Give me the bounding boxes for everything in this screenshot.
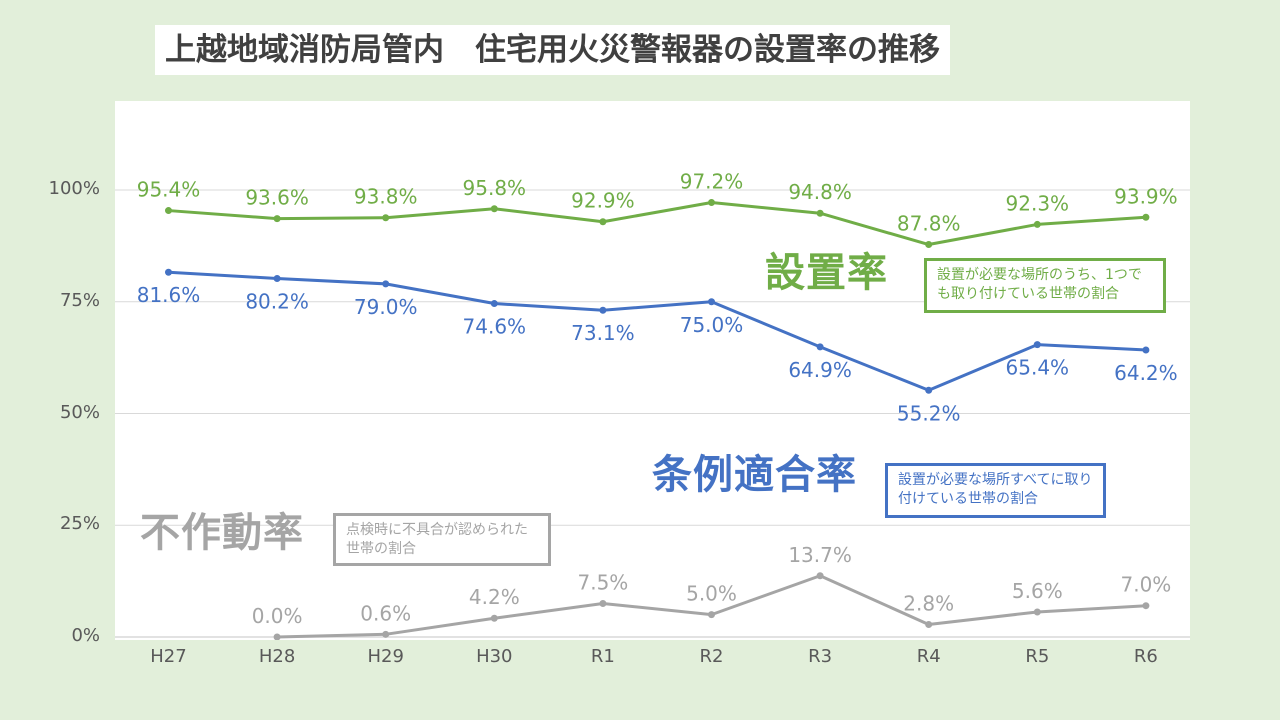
data-label: 0.0% [252, 604, 303, 628]
data-point [490, 300, 498, 308]
data-label: 97.2% [680, 170, 744, 194]
data-label: 93.9% [1114, 184, 1178, 208]
data-label: 93.6% [245, 186, 309, 210]
data-label: 64.2% [1114, 361, 1178, 385]
chart-panel: 95.4% 93.6% 93.8% 95.8% 92.9% 97.2% 94.8% 87.8%… [115, 101, 1190, 640]
y-tick-label: 75% [59, 289, 100, 311]
data-point [816, 209, 824, 217]
compliance-rate-note: 設置が必要な場所すべてに取り付けている世帯の割合 [885, 463, 1106, 518]
data-point [708, 199, 715, 207]
data-point [925, 620, 933, 628]
data-point [382, 280, 390, 288]
data-point [1033, 220, 1041, 228]
data-label: 94.8% [788, 180, 852, 204]
x-tick-label: R1 [590, 646, 615, 667]
install-rate-note: 設置が必要な場所のうち、1つでも取り付けている世帯の割合 [924, 258, 1166, 313]
data-label: 55.2% [897, 401, 961, 425]
data-point [599, 306, 607, 314]
data-label: 0.6% [360, 601, 411, 625]
data-label: 80.2% [245, 290, 309, 314]
series-line [168, 270, 1146, 392]
series-line [168, 201, 1146, 247]
data-label: 73.1% [571, 321, 635, 345]
x-tick-label: R3 [808, 646, 833, 667]
data-label: 79.0% [354, 295, 418, 319]
data-label: 95.8% [463, 176, 527, 200]
data-label: 2.8% [903, 591, 954, 615]
data-point [599, 599, 607, 607]
data-point [1142, 346, 1150, 354]
line-chart: 95.4% 93.6% 93.8% 95.8% 92.9% 97.2% 94.8% 87.8%… [115, 170, 1190, 640]
data-point [490, 205, 498, 213]
data-label: 5.0% [686, 582, 737, 606]
data-point [1142, 213, 1150, 221]
data-point [273, 275, 281, 283]
data-label: 7.0% [1120, 573, 1171, 597]
y-tick-label: 0% [71, 625, 100, 646]
data-label: 7.5% [577, 570, 628, 594]
data-label: 95.4% [137, 178, 201, 202]
install-rate-label: 設置率 [765, 250, 888, 296]
x-tick-label: R6 [1133, 646, 1158, 667]
data-point [165, 207, 172, 215]
data-point [925, 386, 933, 394]
data-label: 4.2% [469, 585, 520, 609]
data-label: 87.8% [897, 212, 961, 236]
data-point [816, 572, 824, 580]
x-tick-label: R2 [699, 646, 724, 667]
x-tick-label: H29 [367, 646, 404, 667]
malfunction-rate-label: 不作動率 [140, 510, 304, 556]
y-tick-label: 25% [59, 513, 100, 535]
malfunction-rate-note: 点検時に不具合が認められた世帯の割合 [333, 513, 551, 566]
data-label: 92.9% [571, 189, 635, 213]
y-tick-label: 100% [48, 178, 100, 199]
data-label: 13.7% [788, 543, 852, 567]
data-label: 75.0% [680, 313, 744, 337]
x-tick-label: R4 [916, 646, 941, 667]
data-point [708, 611, 715, 619]
data-label: 92.3% [1006, 191, 1070, 215]
data-label: 74.6% [463, 315, 527, 339]
compliance-rate-label: 条例適合率 [652, 452, 857, 498]
data-point [599, 218, 607, 226]
data-point [1033, 608, 1041, 616]
data-point [382, 214, 390, 222]
data-label: 64.9% [788, 358, 852, 382]
data-label: 81.6% [137, 283, 201, 307]
data-point [1142, 602, 1150, 610]
x-tick-label: H30 [476, 646, 513, 667]
y-tick-label: 50% [59, 401, 100, 423]
chart-title: 上越地域消防局管内 住宅用火災警報器の設置率の推移 [155, 25, 950, 75]
data-label: 65.4% [1006, 356, 1070, 380]
data-label: 5.6% [1012, 579, 1063, 603]
data-point [273, 215, 281, 223]
data-point [273, 633, 281, 640]
data-point [490, 614, 498, 622]
x-tick-label: R5 [1025, 646, 1050, 667]
x-tick-label: H27 [150, 646, 187, 667]
data-label: 93.8% [354, 185, 418, 209]
data-point [382, 630, 390, 638]
x-tick-label: H28 [258, 646, 296, 667]
data-point [925, 241, 933, 249]
data-point [1033, 341, 1041, 349]
data-point [708, 298, 715, 306]
data-point [816, 343, 824, 351]
data-point [165, 268, 172, 276]
